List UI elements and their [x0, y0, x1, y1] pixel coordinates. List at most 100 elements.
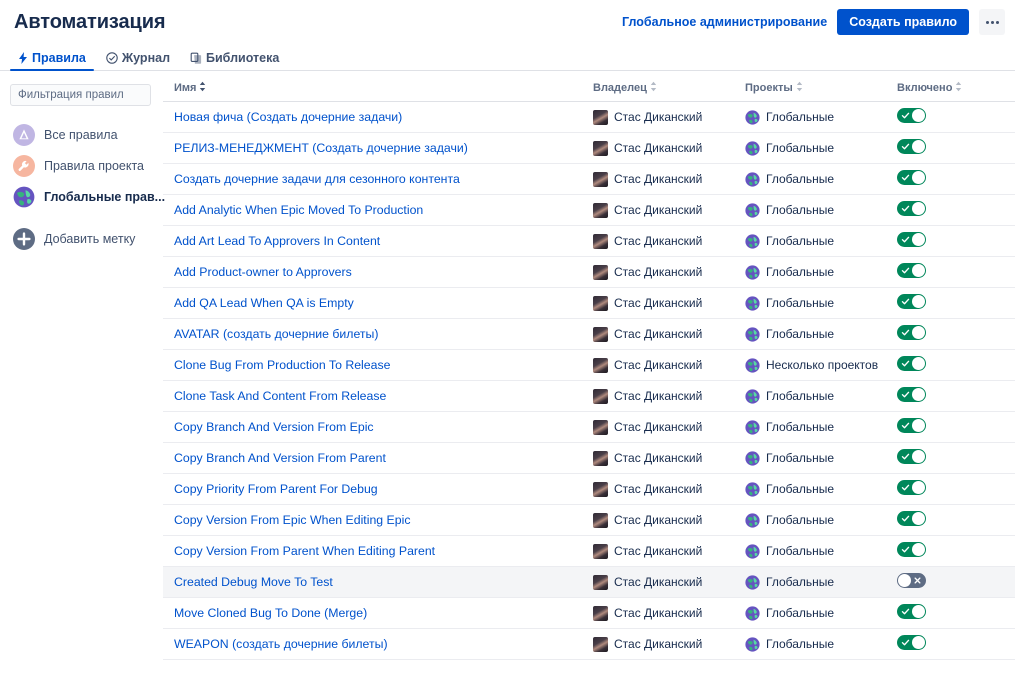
table-row[interactable]: Add Art Lead To Approvers In Content Стас… [163, 225, 1015, 257]
rule-name-link[interactable]: Add Product-owner to Approvers [174, 265, 352, 279]
enabled-toggle[interactable] [897, 170, 926, 185]
rule-name-link[interactable]: Copy Branch And Version From Parent [174, 451, 386, 465]
table-row[interactable]: Move Cloned Bug To Done (Merge) Стас Дика… [163, 597, 1015, 629]
cell-enabled [897, 504, 1015, 536]
globe-icon [13, 186, 35, 208]
table-row[interactable]: Clone Task And Content From Release Стас … [163, 380, 1015, 412]
table-row[interactable]: Новая фича (Создать дочерние задачи) Стас… [163, 101, 1015, 133]
enabled-toggle[interactable] [897, 139, 926, 154]
rule-name-link[interactable]: Add Analytic When Epic Moved To Producti… [174, 203, 424, 217]
cell-owner: Стас Диканский [593, 535, 745, 567]
rule-name-link[interactable]: AVATAR (создать дочерние билеты) [174, 327, 379, 341]
project-name: Несколько проектов [766, 358, 879, 372]
create-rule-button[interactable]: Создать правило [837, 9, 969, 35]
column-header-enabled[interactable]: Включено [897, 71, 1015, 102]
tab-audit-log[interactable]: Журнал [98, 51, 178, 70]
cell-rule-name: Clone Bug From Production To Release [163, 349, 593, 381]
rule-name-link[interactable]: Add QA Lead When QA is Empty [174, 296, 354, 310]
cell-enabled [897, 380, 1015, 412]
toggle-knob [912, 481, 925, 494]
enabled-toggle[interactable] [897, 387, 926, 402]
rule-name-link[interactable]: Copy Branch And Version From Epic [174, 420, 374, 434]
enabled-toggle[interactable] [897, 325, 926, 340]
sidebar-item-project-rules[interactable]: Правила проекта [10, 150, 153, 181]
toggle-knob [912, 512, 925, 525]
rule-name-link[interactable]: Создать дочерние задачи для сезонного ко… [174, 172, 460, 186]
rule-name-link[interactable]: Новая фича (Создать дочерние задачи) [174, 110, 403, 124]
table-row[interactable]: Add Product-owner to Approvers Стас Дикан… [163, 256, 1015, 288]
enabled-toggle[interactable] [897, 108, 926, 123]
sidebar-item-global-rules[interactable]: Глобальные прав... [10, 181, 165, 212]
toggle-knob [912, 388, 925, 401]
project-name: Глобальные [766, 420, 835, 434]
global-administration-link[interactable]: Глобальное администрирование [622, 15, 828, 29]
rule-name-link[interactable]: WEAPON (создать дочерние билеты) [174, 637, 388, 651]
globe-icon [745, 140, 760, 156]
table-row[interactable]: AVATAR (создать дочерние билеты) Стас Дик… [163, 318, 1015, 350]
table-row[interactable]: РЕЛИЗ-МЕНЕДЖМЕНТ (Создать дочерние задач… [163, 132, 1015, 164]
rule-name-link[interactable]: Add Art Lead To Approvers In Content [174, 234, 381, 248]
tab-library[interactable]: Библиотека [182, 51, 287, 70]
project-name: Глобальные [766, 327, 835, 341]
enabled-toggle[interactable] [897, 573, 926, 588]
avatar [593, 605, 608, 621]
enabled-toggle[interactable] [897, 511, 926, 526]
toggle-knob [898, 574, 911, 587]
table-row[interactable]: Copy Version From Epic When Editing Epic… [163, 504, 1015, 536]
cell-projects: Глобальные [745, 287, 897, 319]
rules-filter-input[interactable] [10, 84, 151, 106]
rule-name-link[interactable]: Copy Version From Parent When Editing Pa… [174, 544, 436, 558]
enabled-toggle[interactable] [897, 542, 926, 557]
rule-name-link[interactable]: Created Debug Move To Test [174, 575, 333, 589]
enabled-toggle[interactable] [897, 356, 926, 371]
column-header-projects[interactable]: Проекты [745, 71, 897, 102]
more-actions-button[interactable] [979, 9, 1005, 35]
enabled-toggle[interactable] [897, 263, 926, 278]
cell-rule-name: РЕЛИЗ-МЕНЕДЖМЕНТ (Создать дочерние задач… [163, 132, 593, 164]
cell-rule-name: Copy Branch And Version From Parent [163, 442, 593, 474]
table-row[interactable]: Clone Bug From Production To Release Стас… [163, 349, 1015, 381]
table-row[interactable]: Created Debug Move To Test Стас Диканский… [163, 566, 1015, 598]
enabled-toggle[interactable] [897, 232, 926, 247]
toggle-knob [912, 636, 925, 649]
rule-name-link[interactable]: Copy Version From Epic When Editing Epic [174, 513, 411, 527]
column-header-owner[interactable]: Владелец [593, 71, 745, 102]
enabled-toggle[interactable] [897, 449, 926, 464]
table-row[interactable]: Add Analytic When Epic Moved To Producti… [163, 194, 1015, 226]
rule-name-link[interactable]: Move Cloned Bug To Done (Merge) [174, 606, 368, 620]
table-row[interactable]: Copy Branch And Version From Epic Стас Ди… [163, 411, 1015, 443]
cell-enabled [897, 349, 1015, 381]
cell-projects: Глобальные [745, 535, 897, 567]
cell-projects: Глобальные [745, 411, 897, 443]
cell-enabled [897, 225, 1015, 257]
sidebar: Все правила Правила проекта [0, 71, 165, 674]
sidebar-item-all-rules[interactable]: Все правила [10, 119, 153, 150]
table-row[interactable]: WEAPON (создать дочерние билеты) Стас Дик… [163, 628, 1015, 660]
avatar [593, 419, 608, 435]
table-row[interactable]: Copy Priority From Parent For Debug Стас … [163, 473, 1015, 505]
table-header-row: Имя Владелец [163, 71, 1015, 102]
enabled-toggle[interactable] [897, 201, 926, 216]
enabled-toggle[interactable] [897, 294, 926, 309]
table-row[interactable]: Add QA Lead When QA is Empty Стас Диканск… [163, 287, 1015, 319]
tab-rules[interactable]: Правила [10, 51, 94, 71]
table-row[interactable]: Copy Branch And Version From Parent Стас … [163, 442, 1015, 474]
rule-name-link[interactable]: Clone Task And Content From Release [174, 389, 387, 403]
enabled-toggle[interactable] [897, 418, 926, 433]
enabled-toggle[interactable] [897, 635, 926, 650]
sidebar-item-add-label[interactable]: Добавить метку [10, 223, 153, 254]
column-header-name[interactable]: Имя [163, 71, 593, 102]
check-icon [898, 108, 913, 123]
rule-name-link[interactable]: Clone Bug From Production To Release [174, 358, 391, 372]
owner-name: Стас Диканский [614, 141, 703, 155]
enabled-toggle[interactable] [897, 480, 926, 495]
cell-projects: Глобальные [745, 101, 897, 133]
avatar [593, 574, 608, 590]
enabled-toggle[interactable] [897, 604, 926, 619]
avatar [593, 233, 608, 249]
check-icon [898, 201, 913, 216]
rule-name-link[interactable]: РЕЛИЗ-МЕНЕДЖМЕНТ (Создать дочерние задач… [174, 141, 468, 155]
rule-name-link[interactable]: Copy Priority From Parent For Debug [174, 482, 378, 496]
table-row[interactable]: Copy Version From Parent When Editing Pa… [163, 535, 1015, 567]
table-row[interactable]: Создать дочерние задачи для сезонного ко… [163, 163, 1015, 195]
